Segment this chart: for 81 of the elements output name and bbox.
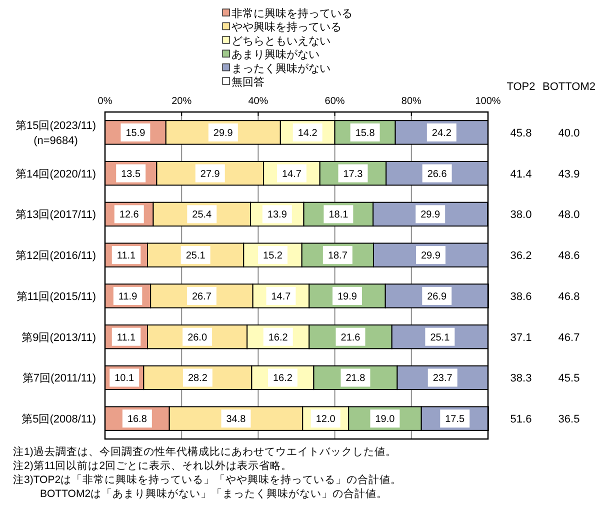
data-label: 16.2 (268, 332, 288, 344)
data-label: 38.3 (510, 372, 532, 385)
data-label: 45.8 (510, 127, 532, 140)
data-label: 48.0 (558, 209, 580, 222)
data-label: 15.9 (126, 128, 146, 139)
data-label: 13.9 (267, 210, 288, 221)
data-label: 11.1 (116, 250, 136, 262)
data-label: 46.8 (558, 290, 580, 303)
data-label: 19.9 (338, 291, 358, 302)
data-label: 16.2 (272, 373, 293, 384)
data-label: 38.0 (510, 209, 532, 222)
data-label: 29.9 (421, 250, 441, 262)
y-tick-label: 第7回(2011/11) (22, 372, 96, 385)
data-label: 21.8 (346, 373, 366, 384)
data-label: 13.5 (121, 168, 142, 180)
data-label: 18.7 (328, 250, 348, 262)
text: 注2)第11回以前は2回ごとに表示、それ以外は表示省略。 (13, 459, 292, 472)
data-label: 15.8 (355, 128, 376, 139)
data-label: 23.7 (432, 373, 453, 384)
data-label: 43.9 (558, 168, 580, 180)
data-label: 24.2 (432, 128, 452, 139)
x-tick-label: 0% (98, 96, 112, 107)
data-label: 16.8 (127, 414, 148, 426)
text: 注3)TOP2は「非常に興味を持っている」「やや興味を持っている」の合計値。 BOTTOM2は「あまり興味がない」「まったく興味がない」の合計値。 (13, 473, 402, 500)
data-label: 10.1 (114, 373, 135, 384)
data-label: 48.6 (558, 250, 580, 262)
data-label: 18.1 (328, 210, 349, 221)
data-label: 45.5 (558, 372, 580, 385)
legend-label: 非常に興味を持っている (232, 7, 353, 20)
data-label: 40.0 (558, 127, 580, 140)
y-tick-label: 第9回(2013/11) (22, 332, 96, 344)
data-label: 25.1 (430, 332, 450, 344)
x-tick-label: 20% (172, 96, 192, 107)
data-label: 29.9 (420, 210, 441, 221)
data-label: 14.7 (282, 168, 302, 180)
y-tick-label: 第13回(2017/11) (15, 209, 96, 222)
data-label: 17.3 (343, 168, 364, 180)
data-label: 26.9 (427, 291, 448, 302)
data-label: 14.2 (298, 128, 318, 139)
legend-label: どちらともいえない (232, 35, 331, 48)
x-tick-label: BOTTOM2 (542, 81, 596, 93)
text: 注1)過去調査は、今回調査の性年代構成比にあわせてウエイトバックした値。 (13, 445, 396, 458)
data-label: 11.1 (116, 332, 136, 344)
data-label: 41.4 (510, 168, 532, 180)
x-tick-label: 60% (324, 96, 345, 107)
data-label: 19.0 (375, 414, 396, 426)
data-label: 36.2 (510, 250, 532, 262)
y-tick-label: 第14回(2020/11) (15, 168, 96, 180)
data-label: 21.6 (340, 332, 361, 344)
data-label: 26.7 (192, 291, 212, 302)
data-label: 25.1 (186, 250, 206, 262)
data-label: 34.8 (226, 414, 246, 426)
legend-label: あまり興味がない (232, 48, 320, 62)
legend-label: 無回答 (232, 76, 265, 88)
data-label: 12.0 (316, 414, 336, 426)
data-label: 27.9 (200, 168, 220, 180)
data-label: 28.2 (188, 373, 208, 384)
y-tick-label: 第12回(2016/11) (15, 250, 96, 262)
x-tick-label: 40% (248, 96, 268, 107)
data-label: 11.9 (118, 291, 138, 302)
data-label: 29.9 (213, 128, 234, 139)
data-label: 46.7 (558, 332, 580, 344)
data-label: 15.2 (263, 250, 283, 262)
y-tick-label: 第15回(2023/11) (n=9684) (15, 120, 96, 147)
data-label: 38.6 (510, 290, 532, 303)
y-tick-label: 第5回(2008/11) (22, 414, 96, 426)
x-tick-label: 80% (401, 96, 422, 107)
y-tick-label: 第11回(2015/11) (16, 290, 96, 303)
legend-label: まったく興味がない (232, 62, 331, 75)
data-label: 14.7 (271, 291, 292, 302)
legend-label: やや興味を持っている (232, 20, 342, 34)
data-label: 26.0 (188, 332, 208, 344)
data-label: 37.1 (510, 332, 532, 344)
data-label: 36.5 (558, 414, 580, 426)
x-tick-label: TOP2 (506, 81, 536, 93)
data-label: 17.5 (445, 414, 466, 426)
x-tick-label: 100% (475, 96, 501, 107)
data-label: 25.4 (192, 210, 212, 221)
data-label: 26.6 (427, 168, 448, 180)
data-label: 12.6 (119, 210, 140, 221)
data-label: 51.6 (510, 414, 532, 426)
